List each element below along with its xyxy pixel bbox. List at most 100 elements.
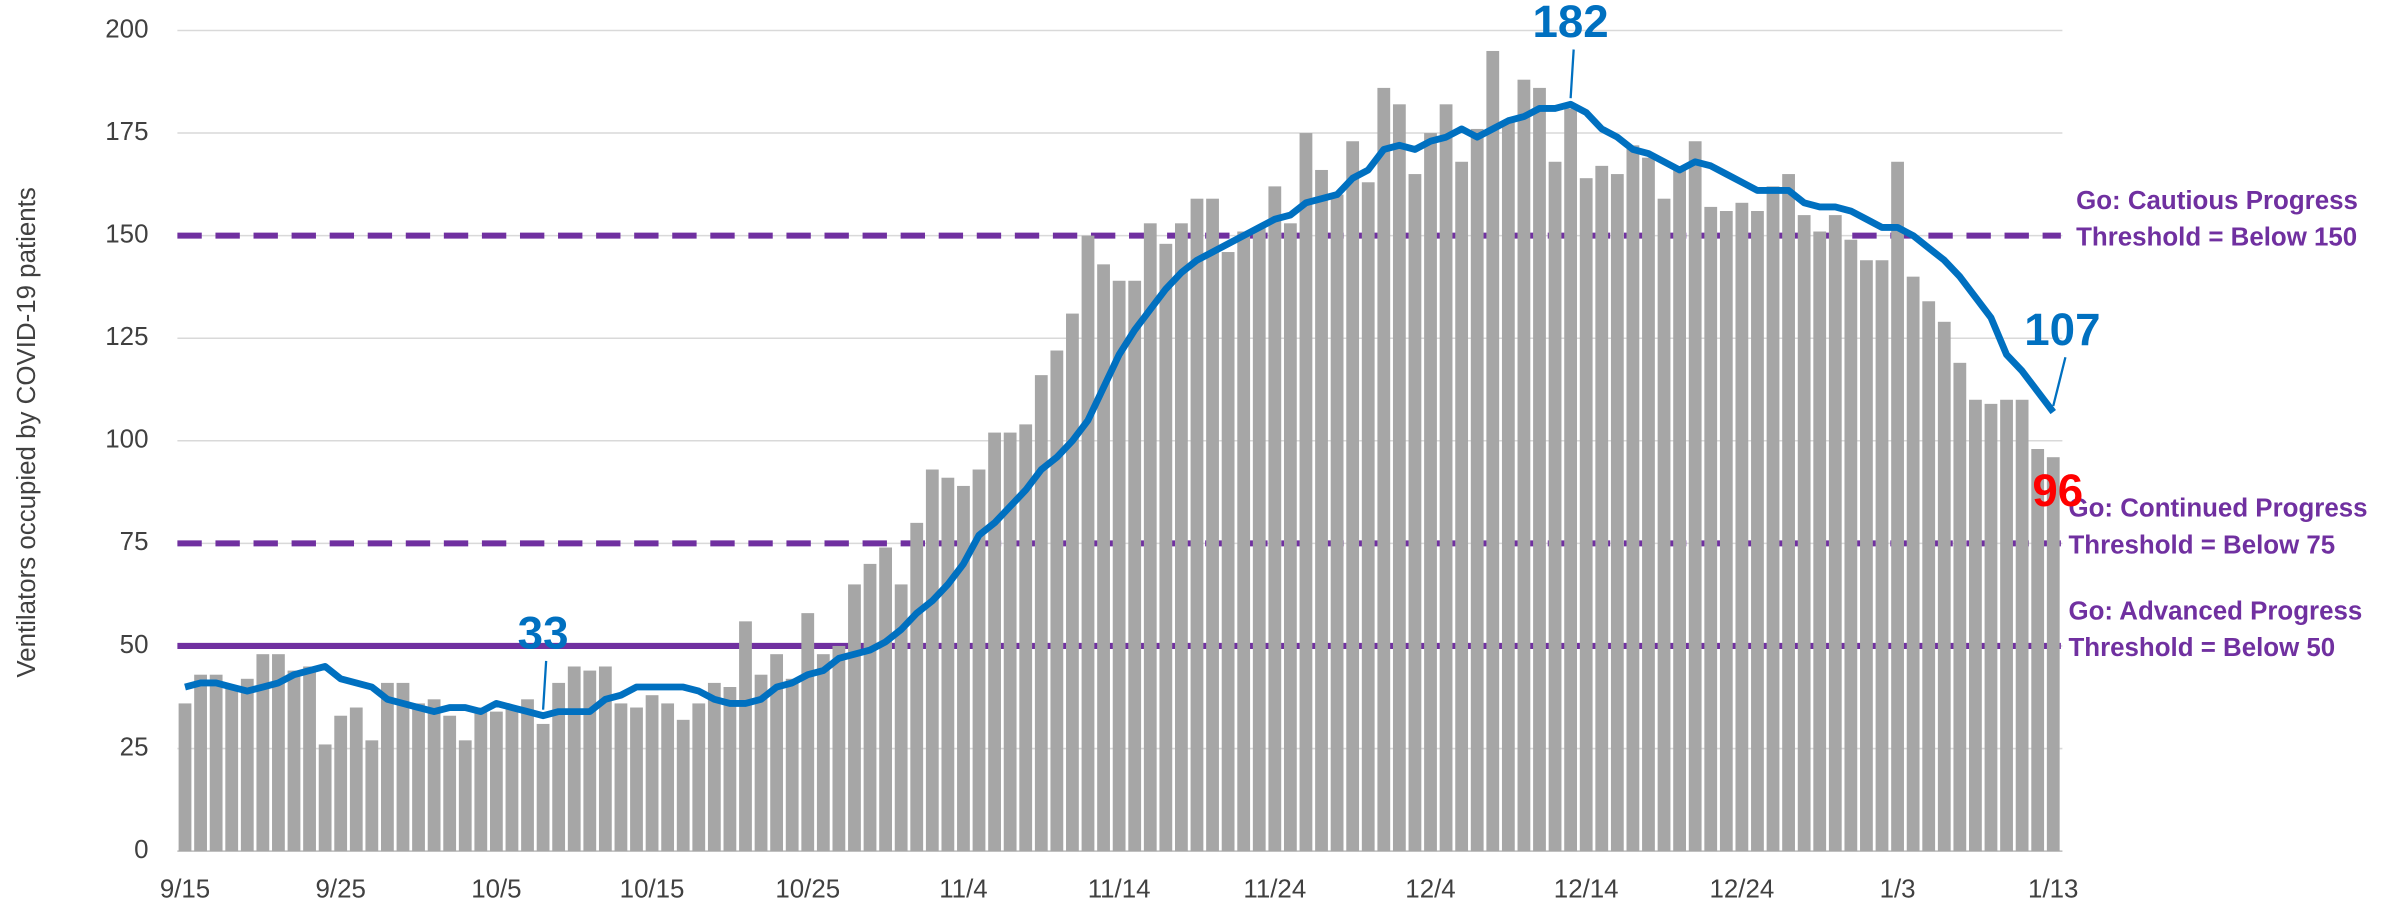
value-label: 182 bbox=[1533, 0, 1609, 47]
bar bbox=[1891, 161, 1904, 852]
bar bbox=[396, 682, 410, 852]
bar bbox=[1112, 280, 1126, 852]
y-tick-label: 75 bbox=[120, 528, 149, 556]
bar bbox=[676, 719, 690, 852]
x-tick-label: 9/15 bbox=[160, 876, 210, 904]
moving-average-line bbox=[184, 100, 2056, 720]
bar bbox=[1517, 79, 1531, 852]
bar bbox=[334, 715, 348, 852]
bar bbox=[1128, 280, 1142, 852]
bar bbox=[863, 563, 877, 852]
bar bbox=[178, 703, 192, 852]
bar bbox=[303, 666, 316, 852]
bar bbox=[1346, 141, 1360, 852]
bar bbox=[489, 711, 503, 852]
bar bbox=[1688, 141, 1702, 852]
bar bbox=[1626, 145, 1640, 852]
x-tick-label: 10/25 bbox=[775, 876, 840, 904]
bar bbox=[443, 715, 457, 852]
bar bbox=[412, 703, 425, 852]
bar bbox=[1906, 276, 1920, 852]
bar bbox=[1159, 243, 1173, 852]
bar bbox=[1533, 87, 1546, 852]
bar bbox=[1081, 235, 1095, 852]
bar bbox=[567, 666, 581, 852]
bar bbox=[1408, 174, 1422, 852]
y-tick-label: 0 bbox=[134, 836, 148, 864]
bar bbox=[1751, 211, 1764, 852]
threshold-label: Go: Cautious Progress bbox=[2076, 187, 2358, 215]
bar bbox=[692, 703, 706, 852]
bar bbox=[598, 666, 612, 852]
bar bbox=[2031, 449, 2045, 852]
bar bbox=[1097, 264, 1110, 852]
bar bbox=[1595, 165, 1609, 852]
bar bbox=[1330, 194, 1344, 852]
bar bbox=[1455, 161, 1469, 852]
bar bbox=[770, 654, 784, 852]
threshold-label: Threshold = Below 75 bbox=[2068, 531, 2335, 559]
bar bbox=[1673, 169, 1686, 852]
bar bbox=[894, 584, 908, 852]
bar bbox=[645, 695, 659, 852]
bar bbox=[1424, 133, 1437, 852]
x-tick-label: 11/14 bbox=[1088, 876, 1151, 904]
bar bbox=[256, 654, 270, 852]
bar bbox=[1797, 215, 1811, 852]
y-tick-label: 25 bbox=[120, 733, 149, 761]
bar bbox=[1315, 169, 1328, 852]
bar bbox=[1766, 186, 1780, 852]
bar bbox=[1657, 198, 1671, 852]
bar bbox=[474, 707, 488, 852]
bar bbox=[1283, 223, 1297, 852]
y-tick-label: 200 bbox=[105, 15, 148, 43]
bar bbox=[458, 740, 472, 852]
bar bbox=[832, 645, 846, 852]
value-label: 107 bbox=[2024, 304, 2100, 355]
bar bbox=[287, 670, 301, 852]
bar bbox=[1735, 202, 1749, 852]
bar bbox=[194, 674, 207, 852]
bar bbox=[1704, 206, 1718, 852]
bar bbox=[209, 674, 223, 852]
y-tick-label: 50 bbox=[120, 631, 149, 659]
bar bbox=[1828, 215, 1842, 852]
bar bbox=[240, 678, 254, 852]
leader-line bbox=[1569, 49, 1575, 99]
bar bbox=[1610, 174, 1624, 852]
bar bbox=[1844, 239, 1858, 852]
bar bbox=[910, 522, 924, 852]
bar bbox=[427, 699, 441, 852]
bar bbox=[536, 723, 550, 852]
bar bbox=[1860, 260, 1873, 852]
leader-line bbox=[541, 660, 548, 710]
bar bbox=[630, 707, 643, 852]
x-tick-label: 1/13 bbox=[2028, 876, 2078, 904]
threshold-label: Go: Continued Progress bbox=[2068, 495, 2367, 523]
value-label: 33 bbox=[518, 608, 569, 659]
bar bbox=[1564, 108, 1578, 852]
bar bbox=[1953, 362, 1967, 852]
bar bbox=[957, 485, 970, 852]
y-tick-label: 175 bbox=[105, 118, 148, 146]
bar bbox=[988, 432, 1001, 852]
bar bbox=[1050, 350, 1064, 852]
value-label: 96 bbox=[2032, 465, 2083, 516]
bar bbox=[1782, 174, 1795, 852]
bar bbox=[1175, 223, 1188, 852]
bar bbox=[1969, 399, 1982, 852]
bar bbox=[1019, 424, 1033, 852]
leader-line bbox=[2052, 356, 2067, 407]
x-tick-label: 1/3 bbox=[1880, 876, 1916, 904]
bar bbox=[1206, 198, 1219, 852]
bar bbox=[318, 744, 332, 852]
x-tick-label: 9/25 bbox=[316, 876, 366, 904]
x-tick-label: 11/4 bbox=[939, 876, 987, 904]
x-tick-label: 11/24 bbox=[1243, 876, 1306, 904]
bar bbox=[349, 707, 363, 852]
bar bbox=[972, 469, 986, 852]
y-tick-label: 150 bbox=[105, 220, 148, 248]
bar bbox=[1361, 182, 1375, 852]
